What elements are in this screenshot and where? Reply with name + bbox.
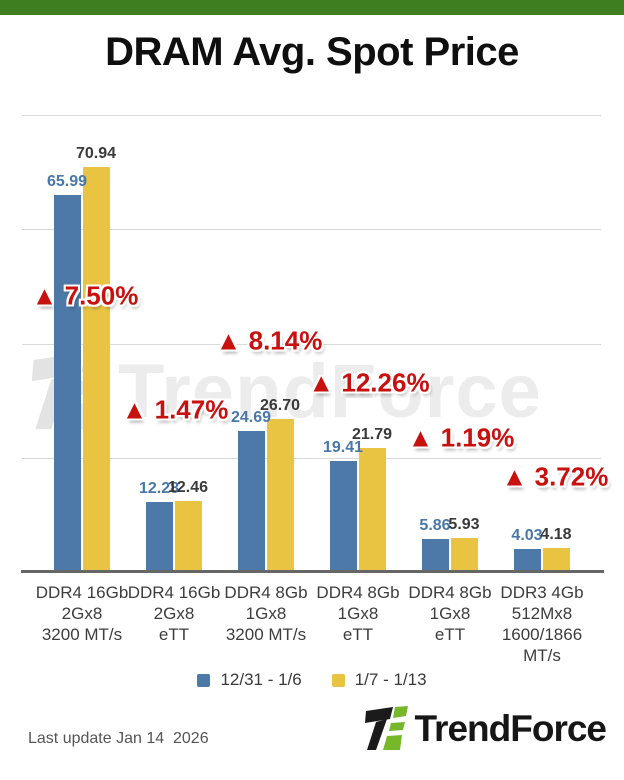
- value-label-series1-group3: 26.70: [259, 397, 301, 414]
- pct-change-annotation-group2: ▲ 1.47%: [121, 394, 229, 425]
- value-label-series0-group5: 5.86: [419, 517, 451, 534]
- value-label-series0-group4: 19.41: [322, 439, 364, 456]
- bar-series0-group2: [146, 502, 173, 572]
- pct-change-annotation-group6: ▲ 3.72%: [501, 461, 609, 492]
- gridline-20: [22, 457, 601, 459]
- value-label-series0-group3: 24.69: [230, 409, 272, 426]
- legend-item-series1: 1/7 - 1/13: [331, 670, 427, 690]
- gridline-60: [22, 229, 601, 231]
- legend: 12/31 - 1/6 1/7 - 1/13: [0, 670, 624, 690]
- brand-logo: TrendForce: [364, 706, 607, 751]
- plot-area: 65.99 12.28 24.69 19.41 5.86 4.03 70.94 12.46 26…: [22, 115, 601, 572]
- pct-change-annotation-group3: ▲ 8.14%: [215, 325, 323, 356]
- last-update-text: Last update Jan 14 2026: [28, 730, 209, 747]
- category-label-group1: DDR4 16Gb 2Gx8 3200 MT/s: [35, 583, 129, 644]
- value-label-series1-group1: 70.94: [75, 145, 117, 162]
- category-label-group2: DDR4 16Gb 2Gx8 eTT: [127, 583, 221, 644]
- bar-series0-group1: [54, 195, 81, 572]
- legend-label: 1/7 - 1/13: [354, 670, 427, 689]
- legend-item-series0: 12/31 - 1/6: [197, 670, 302, 690]
- category-label-group4: DDR4 8Gb 1Gx8 eTT: [316, 583, 400, 644]
- bar-series0-group6: [514, 549, 541, 572]
- category-label-group3: DDR4 8Gb 1Gx8 3200 MT/s: [224, 583, 308, 644]
- value-label-series0-group1: 65.99: [46, 173, 88, 190]
- value-label-series1-group4: 21.79: [351, 426, 393, 443]
- bar-series1-group1: [83, 167, 110, 572]
- legend-label: 12/31 - 1/6: [220, 670, 302, 689]
- bar-series0-group4: [330, 461, 357, 572]
- value-label-series0-group6: 4.03: [511, 527, 543, 544]
- legend-swatch-icon: [197, 673, 211, 687]
- bar-series1-group5: [451, 538, 478, 572]
- category-label-group6: DDR3 4Gb 512Mx8 1600/1866 MT/s: [500, 583, 584, 665]
- pct-change-annotation-group1: ▲ 7.50%: [31, 280, 139, 311]
- bar-series1-group2: [175, 501, 202, 572]
- chart-title: DRAM Avg. Spot Price: [105, 30, 519, 74]
- top-green-bar: [0, 0, 624, 15]
- x-axis-line: [21, 570, 604, 573]
- brand-name: TrendForce: [414, 707, 607, 749]
- value-label-series1-group2: 12.46: [167, 479, 209, 496]
- legend-swatch-icon: [331, 673, 345, 687]
- category-label-group5: DDR4 8Gb 1Gx8 eTT: [408, 583, 492, 644]
- gridline-80: [22, 115, 601, 116]
- bar-series0-group3: [238, 431, 265, 572]
- pct-change-annotation-group5: ▲ 1.19%: [407, 422, 515, 453]
- pct-change-annotation-group4: ▲ 12.26%: [308, 367, 430, 398]
- bar-series1-group6: [543, 548, 570, 572]
- watermark-text: TrendForce: [118, 348, 542, 434]
- value-label-series1-group6: 4.18: [540, 526, 572, 543]
- bar-series1-group4: [359, 448, 386, 572]
- value-label-series0-group2: 12.28: [138, 480, 180, 497]
- trendforce-logo-icon: [364, 706, 408, 750]
- value-label-series1-group5: 5.93: [448, 516, 480, 533]
- bar-series0-group5: [422, 539, 449, 572]
- bar-series1-group3: [267, 419, 294, 572]
- gridline-40: [22, 343, 601, 345]
